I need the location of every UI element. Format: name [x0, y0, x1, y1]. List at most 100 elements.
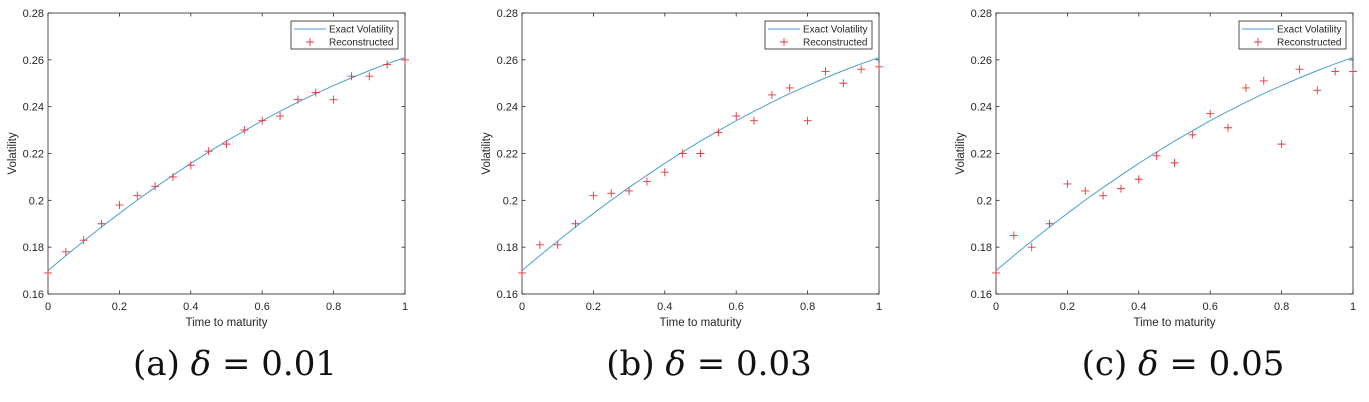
plus-marker: [696, 149, 705, 158]
plus-marker: [168, 172, 177, 181]
reconstructed-markers: [992, 65, 1357, 277]
plus-marker: [1313, 86, 1322, 95]
x-tick-label: 0.6: [729, 301, 744, 313]
legend-plus-icon: [780, 38, 788, 46]
legend-label-reconstructed: Reconstructed: [1277, 38, 1341, 49]
exact-volatility-line: [995, 57, 1354, 271]
x-axis-label: Time to maturity: [185, 317, 267, 329]
plus-marker: [1009, 231, 1018, 240]
plus-marker: [535, 240, 544, 249]
plus-marker: [821, 67, 830, 76]
plus-marker: [222, 140, 231, 149]
y-tick-label: 0.2: [29, 195, 44, 207]
plot-area: [995, 12, 1354, 295]
plus-marker: [115, 201, 124, 210]
legend-label-exact: Exact Volatility: [1277, 25, 1341, 36]
plus-marker: [1295, 65, 1304, 74]
caption-prefix: (c): [1081, 344, 1128, 384]
y-tick-label: 0.28: [971, 8, 992, 20]
caption-value: = 0.05: [1169, 344, 1285, 384]
y-tick-label: 0.24: [971, 102, 992, 114]
plus-marker: [97, 219, 106, 228]
plus-marker: [365, 72, 374, 81]
plus-marker: [992, 268, 1000, 277]
y-axis-label: Volatility: [955, 132, 967, 174]
legend-plus-icon: [1254, 38, 1262, 46]
x-tick-label: 0.2: [586, 301, 601, 313]
plus-marker: [61, 247, 70, 256]
x-tick-label: 0.6: [255, 301, 270, 313]
plus-marker: [240, 126, 249, 135]
x-axis-label: Time to maturity: [1133, 317, 1215, 329]
y-tick-label: 0.26: [23, 55, 44, 67]
plus-marker: [839, 79, 848, 88]
x-axis-label: Time to maturity: [659, 317, 741, 329]
x-tick-label: 0.4: [1131, 301, 1146, 313]
plus-marker: [258, 116, 267, 125]
plus-marker: [1224, 123, 1233, 132]
legend: Exact Volatility Reconstructed: [764, 20, 873, 50]
y-tick-label: 0.18: [971, 242, 992, 254]
x-tick-label: 0.2: [1060, 301, 1075, 313]
y-axis-label: Volatility: [481, 132, 493, 174]
plus-marker: [571, 219, 580, 228]
caption-b: (b) δ = 0.03: [474, 344, 944, 384]
plus-marker: [750, 116, 759, 125]
plus-marker: [311, 88, 320, 97]
x-tick-label: 0.8: [1274, 301, 1289, 313]
x-tick-label: 0.4: [183, 301, 198, 313]
chart-svg: 0 0.2 0.4 0.6 0.8 1 0.16 0.18 0.2 0.22 0.24 0.26 0.2…: [7, 8, 409, 329]
chart-panel-c: 0 0.2 0.4 0.6 0.8 1 0.16 0.18 0.2 0.22 0.24 0.26 0.2…: [948, 0, 1369, 402]
x-tick-label: 0: [45, 301, 51, 313]
x-tick-label: 0.6: [1203, 301, 1218, 313]
y-tick-label: 0.26: [971, 55, 992, 67]
plus-marker: [589, 191, 598, 200]
x-tick-label: 0.8: [800, 301, 815, 313]
plus-marker: [401, 55, 409, 64]
legend-plus-icon: [306, 38, 314, 46]
plus-marker: [732, 112, 741, 121]
plus-marker: [1188, 130, 1197, 139]
plus-marker: [607, 189, 616, 198]
y-tick-label: 0.18: [497, 242, 518, 254]
plus-marker: [293, 95, 302, 104]
plus-marker: [1277, 140, 1286, 149]
chart-panel-a: 0 0.2 0.4 0.6 0.8 1 0.16 0.18 0.2 0.22 0.24 0.26 0.2…: [0, 0, 470, 402]
y-tick-label: 0.16: [497, 289, 518, 301]
x-tick-label: 1: [402, 301, 408, 313]
legend: Exact Volatility Reconstructed: [290, 20, 399, 50]
legend-box: [764, 20, 873, 50]
y-tick-label: 0.24: [23, 102, 44, 114]
plus-marker: [151, 182, 160, 191]
caption-prefix: (b): [606, 344, 655, 384]
y-tick-label: 0.28: [23, 8, 44, 20]
legend: Exact Volatility Reconstructed: [1238, 20, 1347, 50]
plus-marker: [1152, 151, 1161, 160]
plus-marker: [1206, 109, 1215, 118]
plus-marker: [714, 128, 723, 137]
plus-marker: [785, 83, 794, 92]
y-tick-label: 0.22: [23, 149, 44, 161]
plus-marker: [660, 168, 669, 177]
plus-marker: [1170, 158, 1179, 167]
y-axis-label: Volatility: [7, 132, 19, 174]
legend-label-reconstructed: Reconstructed: [329, 38, 393, 49]
plus-marker: [1331, 67, 1340, 76]
x-tick-label: 0.2: [112, 301, 127, 313]
legend-box: [1238, 20, 1347, 50]
caption-prefix: (a): [133, 344, 180, 384]
legend-box: [290, 20, 399, 50]
plus-marker: [133, 191, 142, 200]
plus-marker: [276, 112, 285, 121]
y-tick-label: 0.16: [971, 289, 992, 301]
plus-marker: [1241, 83, 1250, 92]
caption-a: (a) δ = 0.01: [0, 344, 470, 384]
plus-marker: [79, 236, 88, 245]
plot-area: [47, 12, 406, 295]
plus-marker: [44, 268, 52, 277]
plus-marker: [518, 268, 526, 277]
y-tick-label: 0.2: [977, 195, 992, 207]
x-tick-label: 0.8: [326, 301, 341, 313]
y-tick-label: 0.18: [23, 242, 44, 254]
plus-marker: [1116, 184, 1125, 193]
